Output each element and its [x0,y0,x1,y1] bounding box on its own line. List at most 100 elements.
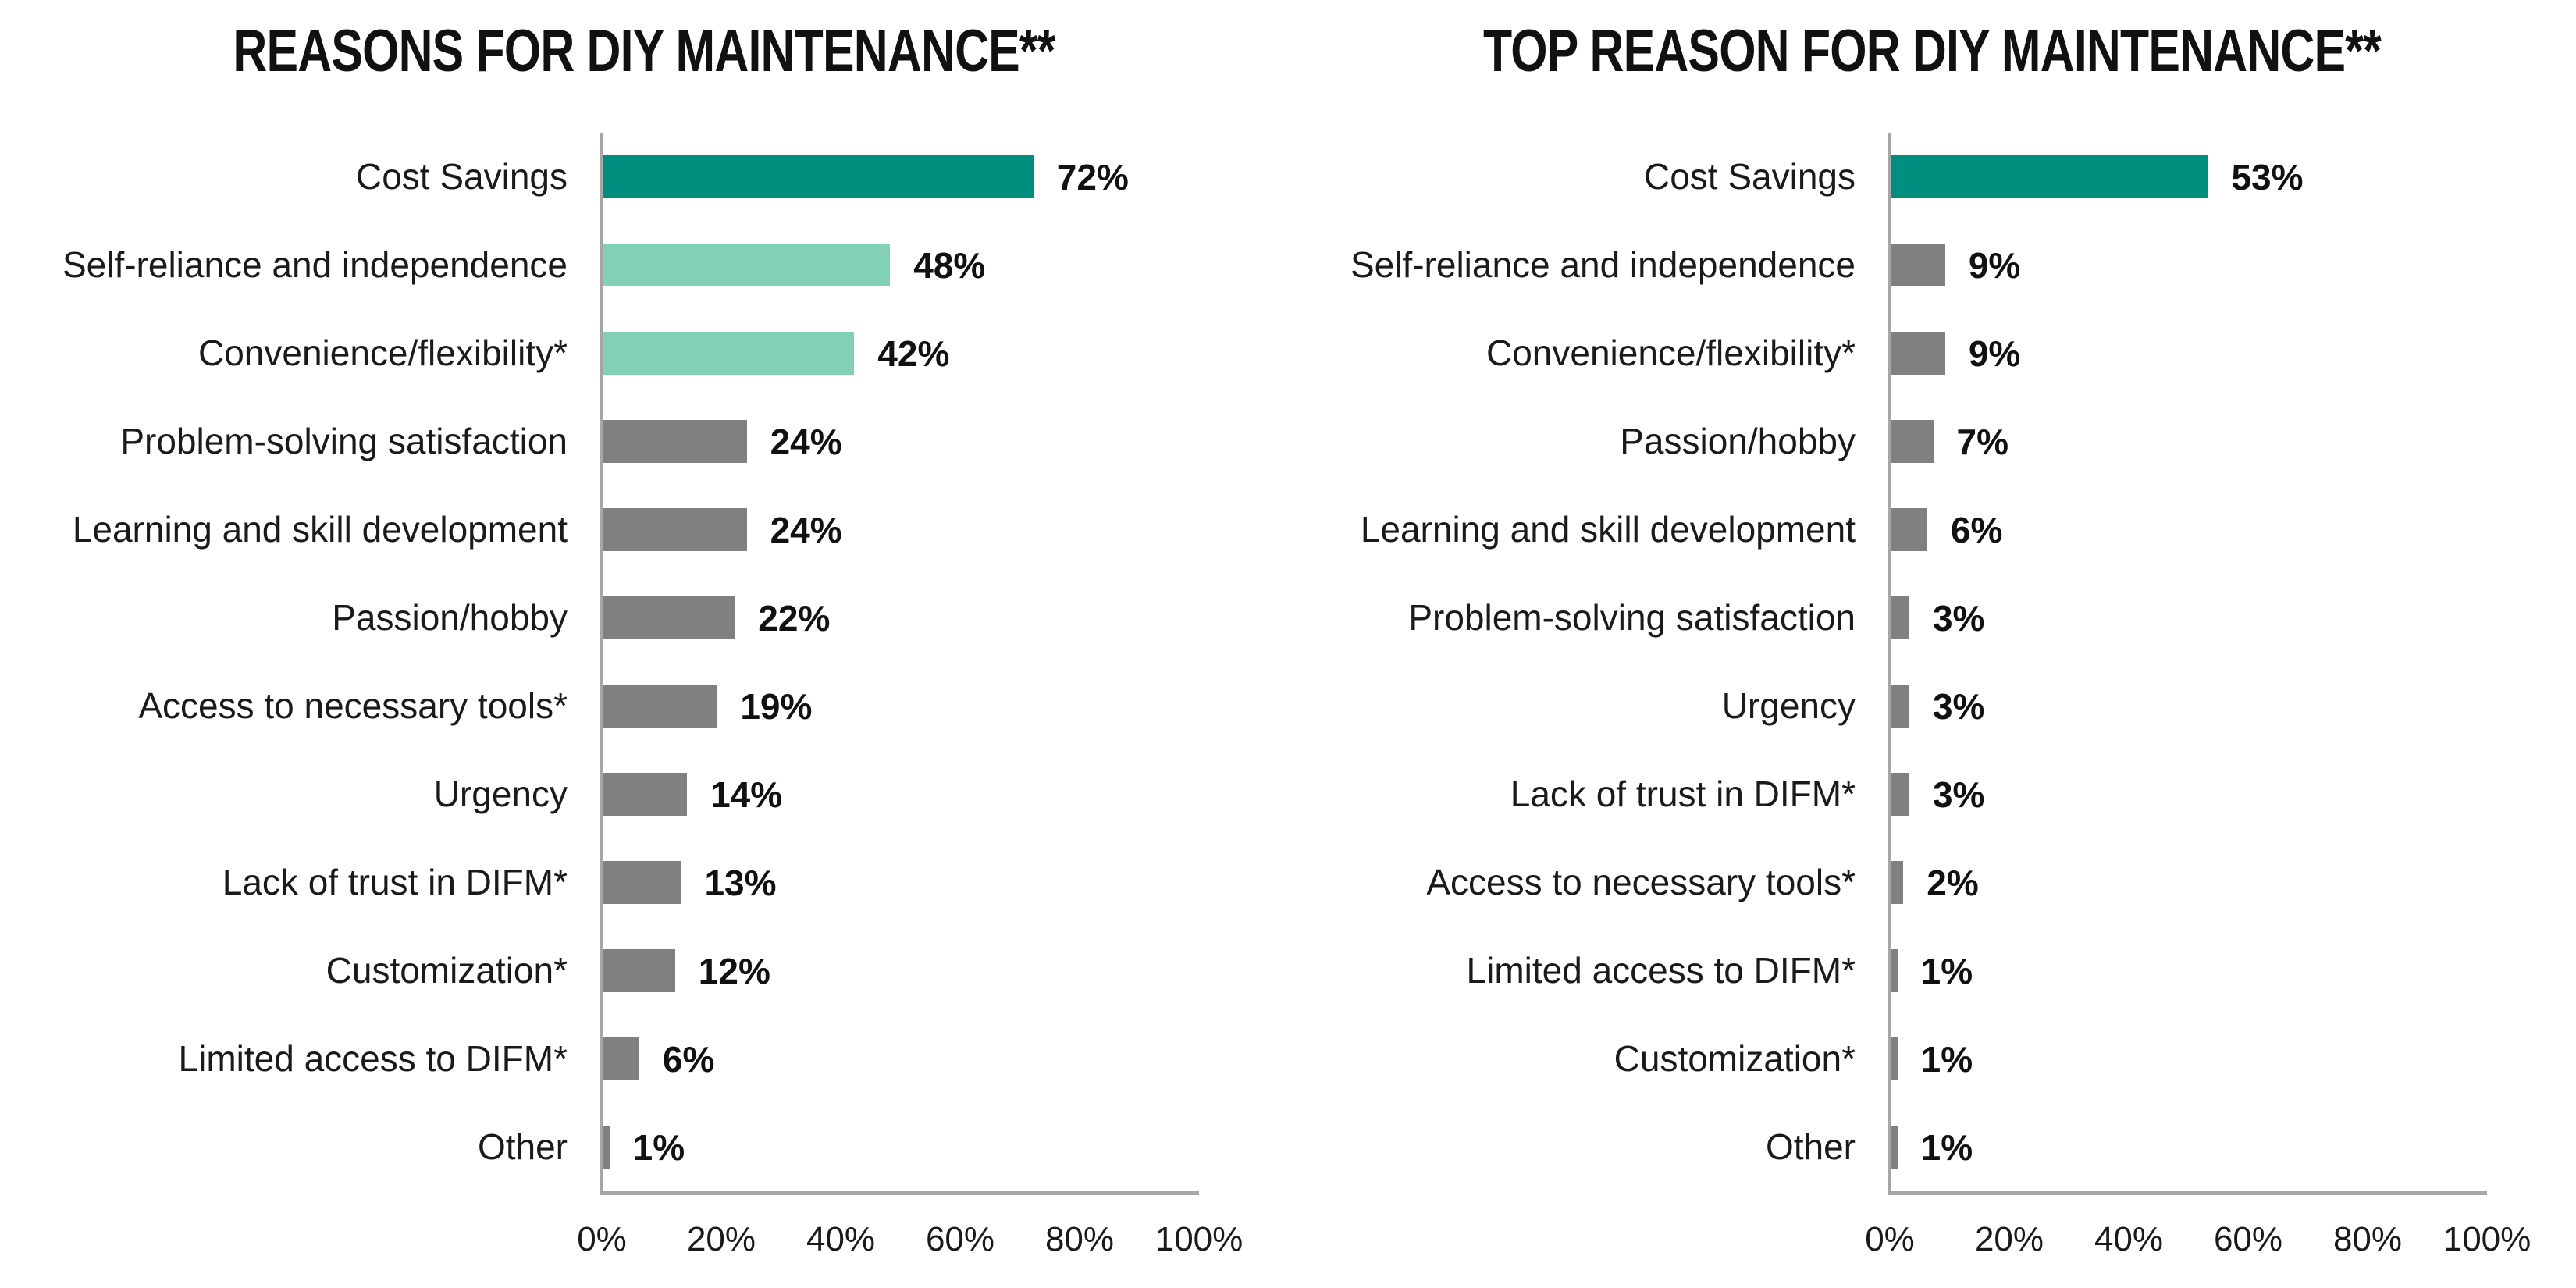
x-tick-label: 40% [806,1220,876,1258]
bar-zone: 1% [1888,1015,2576,1103]
value-label: 24% [770,509,842,550]
bar-row: Access to necessary tools* 2% [1288,838,2576,927]
x-tick-label: 80% [1044,1220,1115,1258]
bar-row: Problem-solving satisfaction 24% [0,397,1288,486]
bar-zone: 24% [600,397,1288,486]
bar-row: Access to necessary tools* 19% [0,662,1288,750]
value-label: 9% [1968,333,2021,374]
x-tick-label: 0% [1865,1220,1915,1258]
category-label: Urgency [1721,685,1856,727]
bar-zone: 1% [1888,927,2576,1015]
bar-zone: 9% [1888,309,2576,397]
bar [1891,1037,1898,1080]
x-tick-label: 60% [2213,1220,2283,1258]
bar [1891,508,1927,551]
category-label: Self-reliance and independence [62,244,568,286]
bar-row: Learning and skill development 24% [0,486,1288,574]
bar-row: Customization* 1% [1288,1015,2576,1103]
bar [1891,596,1909,639]
value-label: 42% [877,333,950,374]
bar-zone: 1% [600,1103,1288,1191]
plot-area: Cost Savings 72% Self-reliance and indepen… [0,133,1288,1191]
category-label: Cost Savings [355,156,568,197]
x-tick-label: 60% [925,1220,995,1258]
value-label: 22% [758,597,831,639]
chart-title: REASONS FOR DIY MAINTENANCE** [233,18,1055,84]
bar-zone: 48% [600,221,1288,309]
x-tick-label: 20% [1974,1220,2044,1258]
category-label: Learning and skill development [1360,509,1856,550]
x-axis-line [1888,1191,2487,1195]
category-label: Access to necessary tools* [138,685,568,727]
chart-top-reason-for-diy-maintenance: TOP REASON FOR DIY MAINTENANCE** Cost Sa… [1288,0,2576,1288]
bar [603,773,688,816]
x-axis-tick-labels: 0% 20% 40% 60% 80% 100% [577,1220,1288,1264]
bar-row: Lack of trust in DIFM* 13% [0,838,1288,927]
bar [1891,155,2208,198]
category-label: Urgency [433,774,568,815]
bar [603,155,1034,198]
category-label: Cost Savings [1643,156,1856,197]
bar-zone: 12% [600,927,1288,1015]
bar [603,596,735,639]
bar [603,1037,639,1080]
bar-row: Passion/hobby 7% [1288,397,2576,486]
value-label: 1% [1920,950,1973,991]
bar-row: Urgency 3% [1288,662,2576,750]
category-label: Convenience/flexibility* [197,333,568,374]
category-label: Self-reliance and independence [1350,244,1856,286]
category-label: Convenience/flexibility* [1485,333,1856,374]
category-label: Problem-solving satisfaction [120,421,568,462]
bar-row: Self-reliance and independence 48% [0,221,1288,309]
bar-zone: 3% [1888,574,2576,662]
category-label: Learning and skill development [72,509,568,550]
bar-row: Other 1% [1288,1103,2576,1191]
bar [603,420,747,463]
bar [1891,244,1945,286]
category-label: Lack of trust in DIFM* [222,862,568,903]
x-tick-label: 100% [2443,1220,2532,1258]
bar [1891,1126,1898,1169]
value-label: 1% [1920,1038,1973,1080]
category-label: Limited access to DIFM* [178,1038,568,1080]
bar-zone: 3% [1888,750,2576,838]
bar-row: Passion/hobby 22% [0,574,1288,662]
category-label: Access to necessary tools* [1426,862,1856,903]
plot-area: Cost Savings 53% Self-reliance and indepen… [1288,133,2576,1191]
bar-zone: 14% [600,750,1288,838]
bar-row: Other 1% [0,1103,1288,1191]
category-label: Other [477,1126,568,1168]
bar-row: Customization* 12% [0,927,1288,1015]
category-label: Passion/hobby [332,597,568,639]
bar [603,1126,610,1169]
x-tick-label: 100% [1155,1220,1244,1258]
bar-row: Problem-solving satisfaction 3% [1288,574,2576,662]
bar [1891,332,1945,375]
value-label: 1% [632,1126,685,1168]
bar-zone: 9% [1888,221,2576,309]
value-label: 2% [1927,862,1979,903]
value-label: 24% [770,421,842,462]
bar [1891,861,1904,904]
bar-row: Cost Savings 72% [0,133,1288,221]
bar-row: Self-reliance and independence 9% [1288,221,2576,309]
x-tick-label: 80% [2332,1220,2403,1258]
bar-row: Limited access to DIFM* 1% [1288,927,2576,1015]
bar [603,861,681,904]
value-label: 12% [698,950,770,991]
value-label: 3% [1932,685,1985,727]
bar-row: Convenience/flexibility* 42% [0,309,1288,397]
bar-zone: 6% [600,1015,1288,1103]
bar [1891,773,1909,816]
bar [603,685,717,728]
bar-zone: 13% [600,838,1288,927]
bar-row: Convenience/flexibility* 9% [1288,309,2576,397]
bar [1891,420,1934,463]
bar-zone: 19% [600,662,1288,750]
bar-row: Cost Savings 53% [1288,133,2576,221]
x-tick-label: 40% [2094,1220,2164,1258]
chart-reasons-for-diy-maintenance: REASONS FOR DIY MAINTENANCE** Cost Savin… [0,18,1288,1264]
bar [603,332,855,375]
value-label: 7% [1956,421,2009,462]
